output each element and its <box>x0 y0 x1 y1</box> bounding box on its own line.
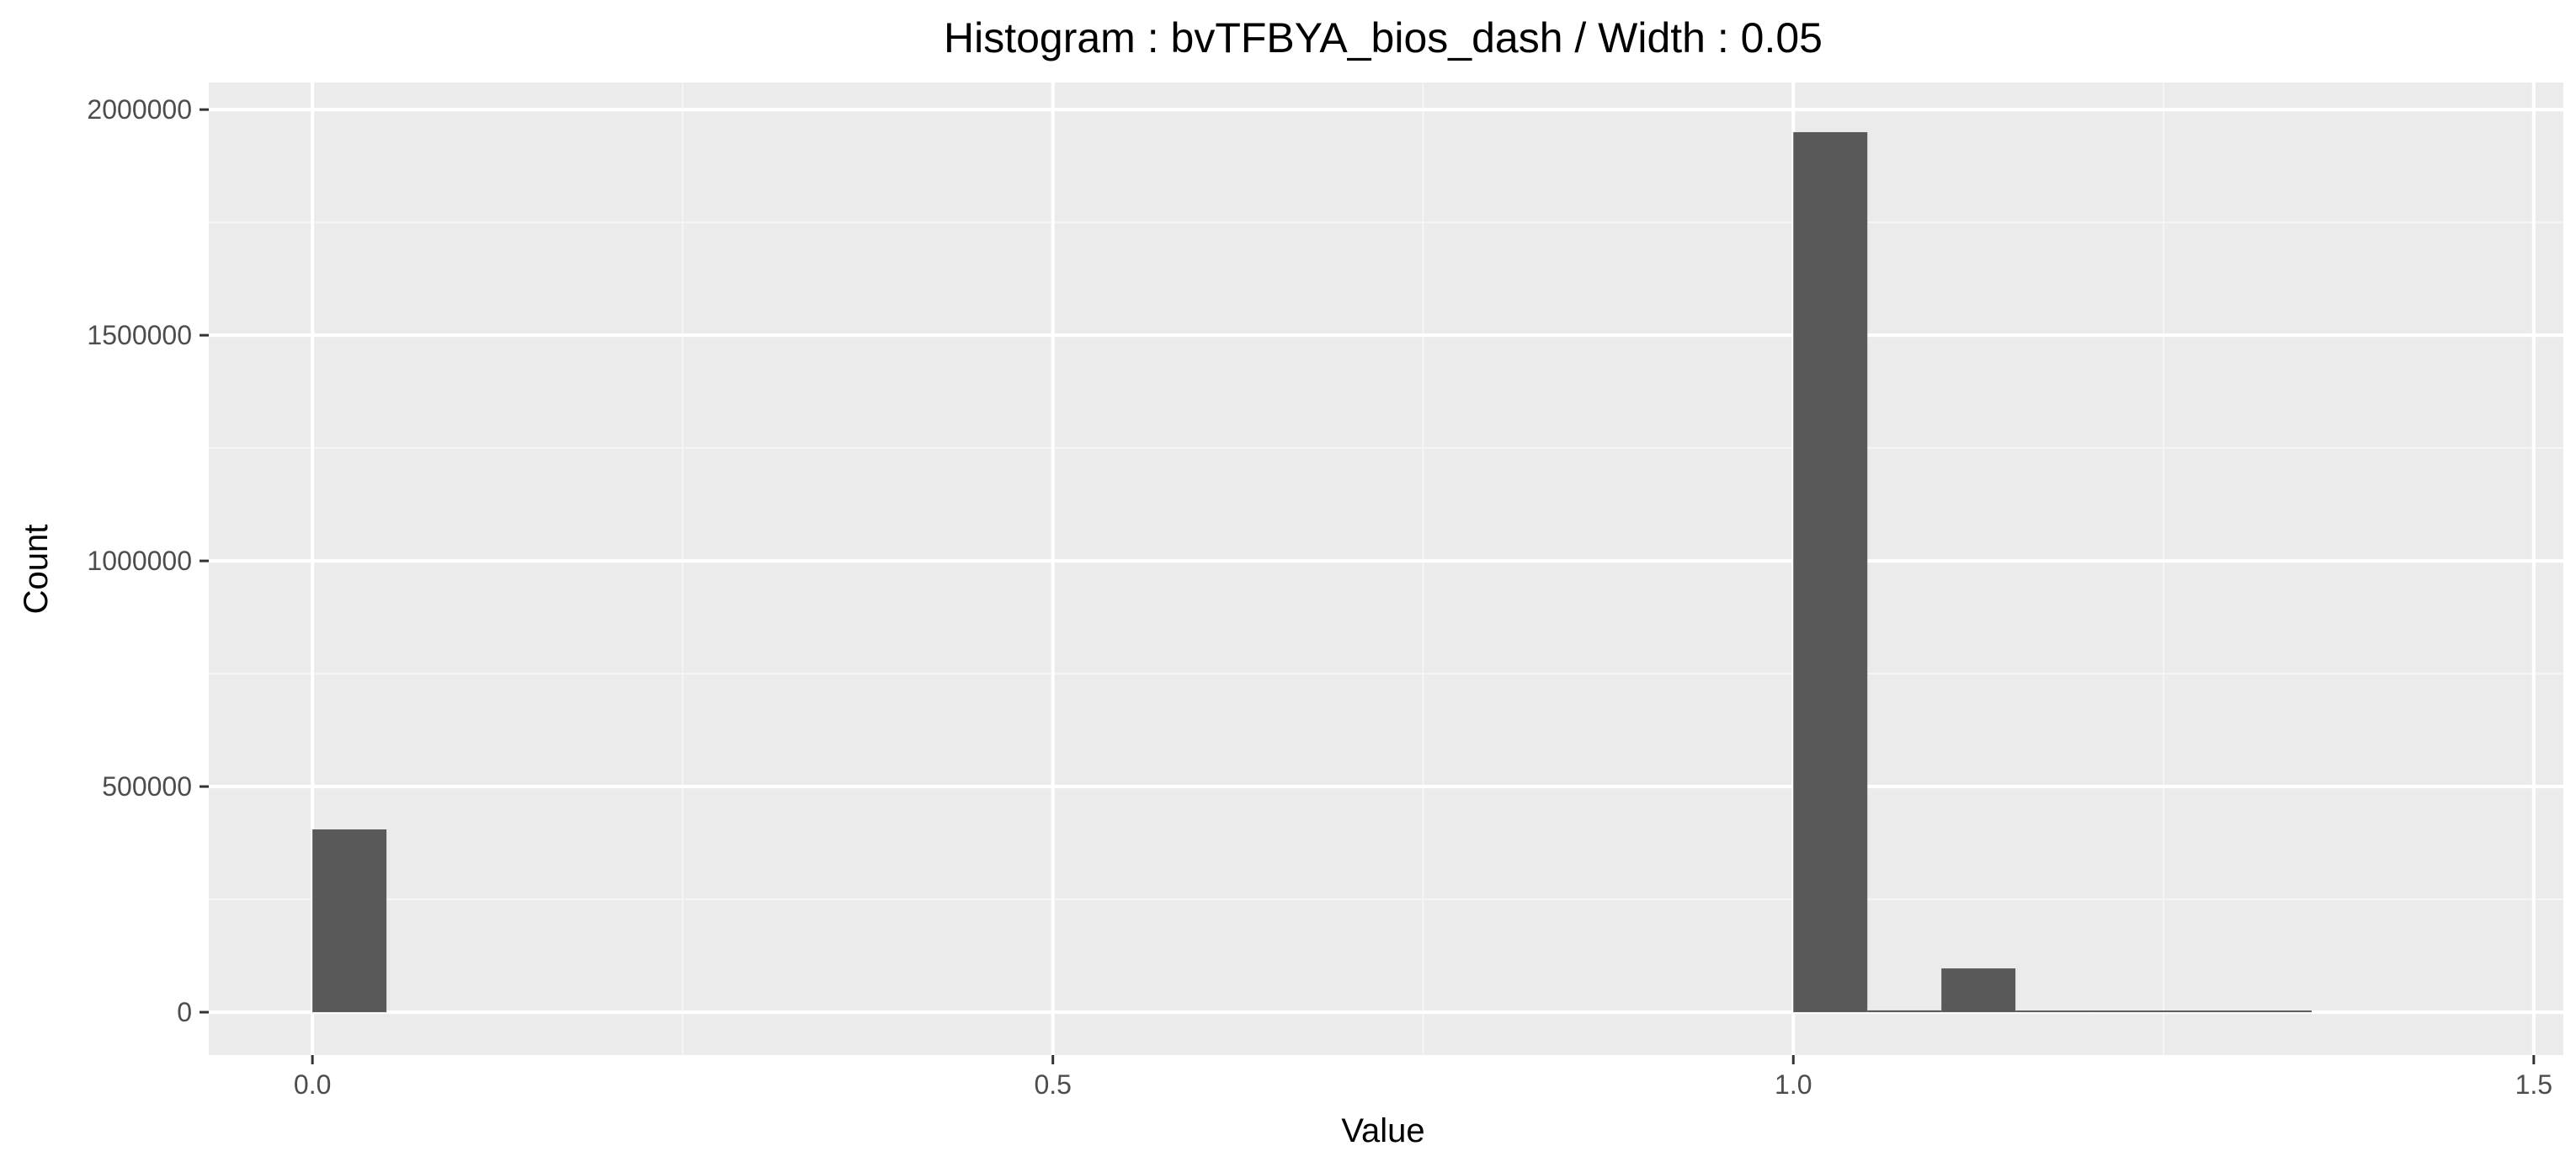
y-axis: 0 500000 1000000 1500000 2000000 <box>87 94 209 1027</box>
histogram-bar <box>1941 968 2016 1013</box>
x-tick-label: 0.5 <box>1034 1069 1071 1100</box>
x-axis: 0.0 0.5 1.0 1.5 <box>294 1055 2552 1100</box>
x-tick-label: 1.5 <box>2515 1069 2552 1100</box>
y-tick-label: 1000000 <box>87 546 192 576</box>
x-tick-label: 0.0 <box>294 1069 331 1100</box>
y-axis-title: Count <box>18 525 55 615</box>
x-tick-label: 1.0 <box>1775 1069 1812 1100</box>
y-tick-label: 500000 <box>102 771 192 802</box>
y-tick-label: 1500000 <box>87 320 192 350</box>
histogram-bars <box>312 131 2312 1013</box>
grid-minor-lines <box>209 83 2563 1055</box>
histogram-bar <box>1867 1010 1942 1013</box>
chart-title: Histogram : bvTFBYA_bios_dash / Width : … <box>944 14 1823 61</box>
histogram-bar <box>312 829 387 1013</box>
y-tick-label: 0 <box>177 997 192 1027</box>
x-axis-title: Value <box>1341 1112 1424 1149</box>
y-tick-label: 2000000 <box>87 94 192 125</box>
histogram-bar <box>1793 131 1868 1013</box>
histogram-bar <box>2237 1010 2312 1013</box>
histogram-bar <box>2164 1010 2238 1013</box>
histogram-bar <box>2089 1010 2164 1013</box>
plot-panel <box>209 83 2563 1055</box>
histogram-bar <box>2015 1010 2090 1013</box>
